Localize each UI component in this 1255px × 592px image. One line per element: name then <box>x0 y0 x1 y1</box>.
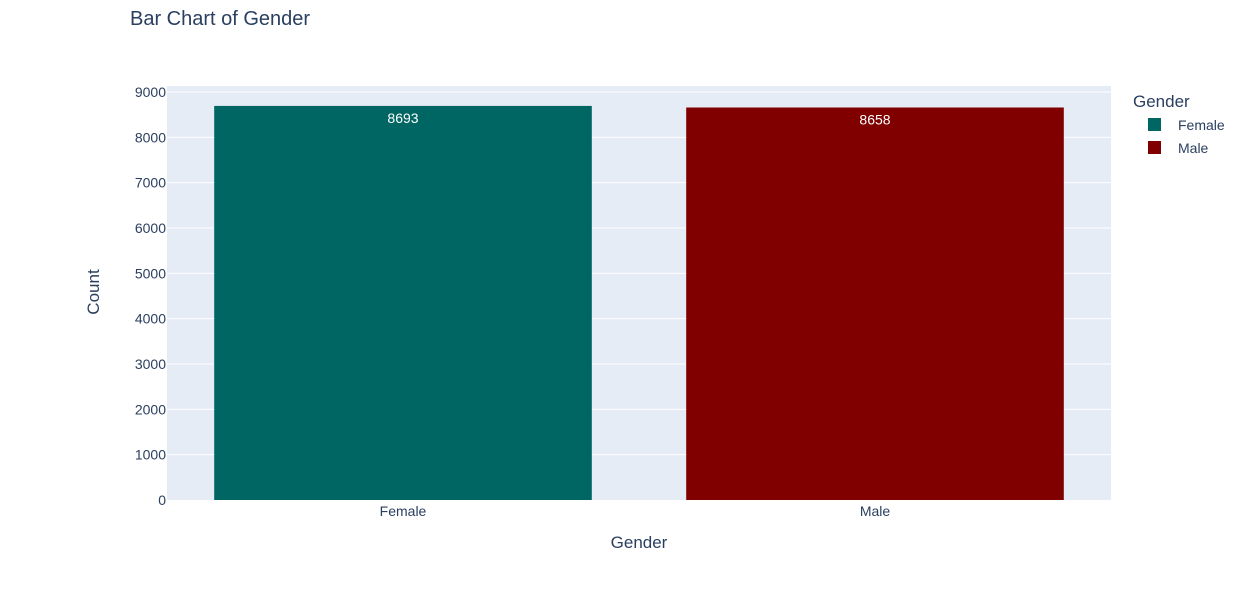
bar-female[interactable] <box>214 105 592 501</box>
x-tick-label: Female <box>380 503 427 519</box>
y-tick-label: 7000 <box>135 175 166 191</box>
x-axis-title: Gender <box>611 533 668 552</box>
y-tick-label: 4000 <box>135 311 166 327</box>
bar-value-label: 8658 <box>859 112 890 128</box>
legend-label[interactable]: Female <box>1178 117 1225 133</box>
y-tick-label: 2000 <box>135 401 166 417</box>
y-tick-label: 3000 <box>135 356 166 372</box>
bars: 8693 8658 <box>214 105 1064 501</box>
y-axis-ticks: 0 1000 2000 3000 4000 5000 6000 7000 8000 9000 <box>135 84 166 508</box>
y-tick-label: 5000 <box>135 265 166 281</box>
legend-swatch[interactable] <box>1148 118 1161 131</box>
legend-items: Female Male <box>1148 117 1225 156</box>
x-axis-ticks: Female Male <box>380 503 891 519</box>
y-tick-label: 6000 <box>135 220 166 236</box>
chart-title: Bar Chart of Gender <box>130 8 310 30</box>
bar-value-label: 8693 <box>387 110 418 126</box>
legend: Gender Female Male <box>1133 92 1225 156</box>
y-tick-label: 0 <box>158 492 166 508</box>
y-axis-title: Count <box>84 269 103 315</box>
x-tick-label: Male <box>860 503 891 519</box>
legend-label[interactable]: Male <box>1178 140 1209 156</box>
y-tick-label: 1000 <box>135 447 166 463</box>
y-tick-label: 8000 <box>135 129 166 145</box>
y-tick-label: 9000 <box>135 84 166 100</box>
legend-swatch[interactable] <box>1148 141 1161 154</box>
bar-male[interactable] <box>686 107 1064 500</box>
legend-title: Gender <box>1133 92 1190 111</box>
